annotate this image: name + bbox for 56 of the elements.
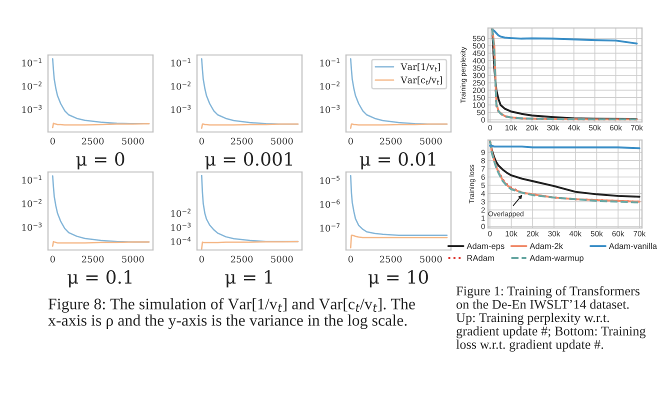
y-tick-label: 10$^{−4}$ xyxy=(171,236,191,246)
x-axis-title: μ = 0.01 xyxy=(360,152,436,170)
legend-label: RAdam xyxy=(467,254,494,261)
x-tick-label: 5000 xyxy=(122,138,144,145)
y-tick-label: 10$^{−3}$ xyxy=(320,104,340,114)
line-series xyxy=(491,28,638,45)
x-tick-label: 0 xyxy=(50,256,55,263)
y-tick-label: 10$^{−1}$ xyxy=(22,58,42,66)
y-tick-label: 10$^{−3}$ xyxy=(171,104,191,114)
x-tick-label: 5000 xyxy=(420,256,442,263)
caption: Figure 8: The simulation of Var[1/v$_{t}$] and Var[c$_{t}$/v$_{t}$]. The x-axis is ρ and the y-axis is the variance in the log scale. xyxy=(48,298,415,330)
x-tick-label: 2500 xyxy=(230,138,253,145)
y-tick-label: 10$^{−2}$ xyxy=(171,208,190,217)
x-axis-title: μ = 1 xyxy=(225,270,272,288)
legend-label: Adam-warmup xyxy=(530,254,584,263)
x-axis-title: μ = 0.1 xyxy=(68,270,132,288)
x-tick-label: 5000 xyxy=(122,256,144,263)
x-tick-label: 0 xyxy=(348,256,353,263)
y-tick-label: 10$^{−1}$ xyxy=(171,58,191,66)
y-tick-label: 10$^{−3}$ xyxy=(22,222,42,231)
y-tick-label: 10$^{−3}$ xyxy=(22,104,42,114)
y-tick-label: 10$^{−2}$ xyxy=(22,198,42,208)
x-tick-label: 0 xyxy=(199,138,204,145)
x-axis-title: μ = 0.001 xyxy=(205,152,292,170)
y-tick-label: 10$^{−2}$ xyxy=(171,82,190,90)
y-tick-label: 10$^{−5}$ xyxy=(320,176,340,184)
line-series xyxy=(350,175,448,236)
line-series xyxy=(350,234,448,248)
caption: Figure 1: Training of Transformers on the De-En IWSLT’14 dataset. Up: Training perplexity w.r.t. gradient update #; Bottom: Training loss w.r.t. gradient update #. xyxy=(456,286,646,352)
x-tick-label: 2500 xyxy=(380,256,402,263)
x-tick-label: 5000 xyxy=(271,256,293,263)
y-tick-label: 10$^{−6}$ xyxy=(320,200,340,208)
legend-label: Var[c$_{t}$/v$_{t}$] xyxy=(400,76,442,85)
x-tick-label: 2500 xyxy=(380,138,402,145)
x-tick-label: 0 xyxy=(50,138,55,145)
x-axis-title: μ = 10 xyxy=(368,270,428,288)
legend-label: Adam-2k xyxy=(530,242,564,250)
x-tick-label: 2500 xyxy=(230,256,253,263)
y-tick-label: 10$^{−1}$ xyxy=(320,58,340,66)
y-tick-label: 10$^{−3}$ xyxy=(171,222,191,231)
legend-label: Var[1/v$_{t}$] xyxy=(400,63,440,72)
legend-label: Adam-vanilla xyxy=(608,242,658,250)
legend-label: Adam-eps xyxy=(466,242,504,251)
y-tick-label: 10$^{−2}$ xyxy=(22,82,42,90)
x-tick-label: 5000 xyxy=(420,138,442,145)
y-tick-label: 10$^{−7}$ xyxy=(320,223,340,232)
x-tick-label: 2500 xyxy=(82,138,104,145)
x-axis-title: μ = 0 xyxy=(76,152,124,170)
line-series xyxy=(200,240,299,250)
y-tick-label: 10$^{−2}$ xyxy=(320,82,340,90)
y-tick-label: 10$^{−1}$ xyxy=(22,175,42,184)
line-series xyxy=(491,28,638,120)
x-tick-label: 0 xyxy=(348,138,353,145)
x-tick-label: 0 xyxy=(199,256,204,263)
x-tick-label: 2500 xyxy=(82,256,104,263)
x-tick-label: 5000 xyxy=(271,138,293,145)
